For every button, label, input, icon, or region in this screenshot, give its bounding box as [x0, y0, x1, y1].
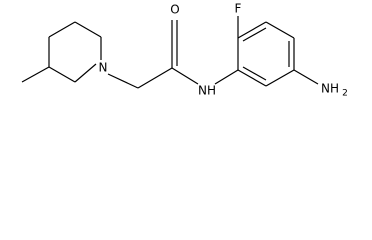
atom-subscript: 2 — [342, 89, 348, 99]
bonds — [21, 16, 319, 89]
atom-label: NH — [321, 82, 339, 96]
atom-label: N — [99, 61, 108, 75]
atom-label: O — [170, 3, 179, 17]
atom-label: F — [235, 2, 242, 16]
molecule-diagram: N O NH F NH 2 — [21, 2, 348, 99]
atom-label: NH — [198, 84, 216, 98]
